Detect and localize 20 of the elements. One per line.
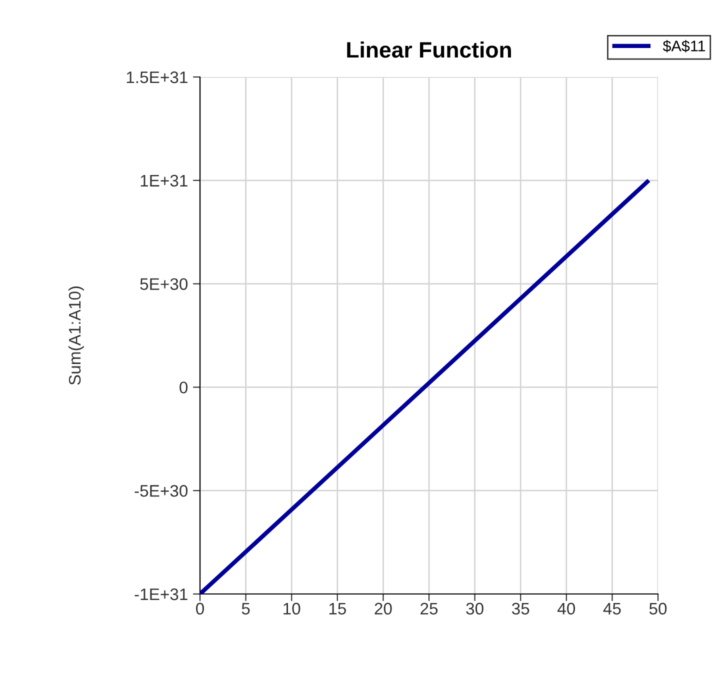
x-tick-label: 0 [196,602,204,615]
x-tick-label: 30 [466,602,484,615]
x-tick-label: 15 [329,602,346,615]
chart-title: Linear Function [347,41,511,58]
y-tick-label: 0 [180,382,188,394]
legend-label: $A$11 [662,40,706,52]
x-tick-label: 45 [603,602,621,615]
y-tick-label: -5E+30 [134,485,188,497]
y-tick-label: 5E+30 [140,278,188,290]
y-tick-label: -1E+31 [134,588,188,600]
x-tick-label: 5 [242,602,250,615]
y-axis-title: Sum(A1:A10) [68,286,84,385]
y-tick-label: 1E+31 [140,174,188,187]
y-tick-label: 1.5E+31 [126,71,188,84]
x-tick-label: 40 [558,602,576,615]
x-tick-label: 20 [374,602,392,615]
x-tick-label: 35 [512,602,530,615]
x-tick-label: 25 [420,602,438,615]
x-tick-label: 10 [284,602,300,615]
x-tick-label: 50 [649,602,667,615]
